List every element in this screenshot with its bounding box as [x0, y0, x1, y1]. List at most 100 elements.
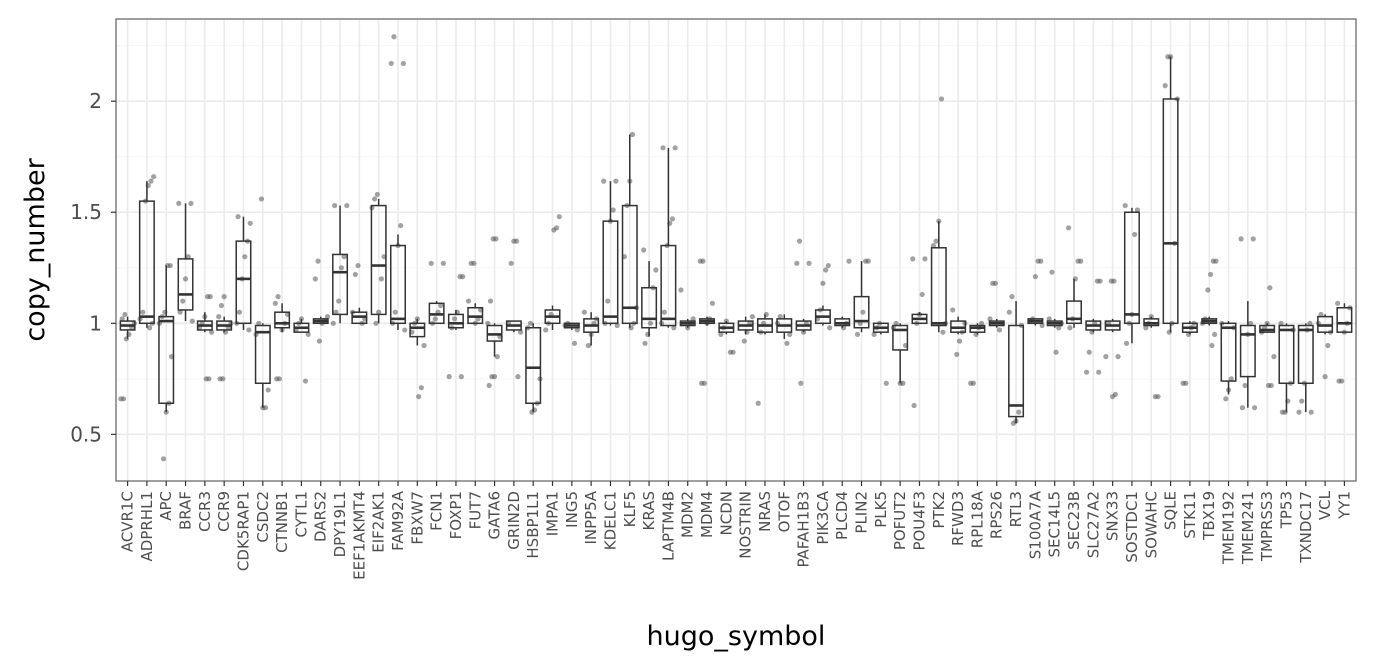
data-point: [1299, 398, 1305, 404]
x-tick-label: S100A7A: [1026, 490, 1044, 559]
data-point: [352, 271, 358, 278]
data-point: [460, 274, 466, 280]
data-point: [176, 200, 182, 206]
x-tick-label: RFWD3: [949, 491, 967, 546]
data-point: [316, 338, 322, 344]
box-fam92a: [390, 234, 406, 330]
data-point: [122, 311, 128, 318]
data-point: [911, 402, 917, 409]
x-tick-label: KRAS: [640, 491, 658, 530]
data-point: [182, 276, 189, 282]
box-body: [332, 253, 349, 316]
box-body: [1008, 324, 1025, 418]
box-sec23b: [1066, 278, 1082, 328]
data-point: [571, 340, 578, 346]
box-eif2ak1: [370, 198, 387, 324]
data-point: [701, 380, 707, 386]
box-body: [1066, 300, 1082, 325]
data-point: [242, 254, 248, 260]
x-tick-label: GRIN2D: [505, 491, 523, 550]
box-gata6: [486, 323, 503, 357]
box-ccr3: [196, 312, 213, 333]
data-point: [938, 96, 945, 102]
data-point: [1115, 354, 1121, 360]
box-body: [892, 324, 909, 351]
box-rpl18a: [969, 323, 986, 335]
data-point: [1239, 405, 1246, 411]
data-point: [440, 260, 446, 266]
data-point: [806, 260, 812, 266]
data-point: [338, 265, 345, 271]
data-point: [671, 325, 677, 331]
x-tick-label: SQLE: [1162, 491, 1180, 530]
data-point: [485, 320, 491, 326]
x-tick-label: MDM2: [679, 491, 697, 538]
box-txndc17: [1297, 323, 1314, 413]
data-point: [1325, 342, 1331, 349]
data-point: [1053, 349, 1059, 355]
box-body: [1278, 324, 1295, 385]
data-point: [605, 298, 611, 304]
data-point: [330, 320, 336, 326]
data-point: [398, 222, 404, 229]
x-tick-label: NRAS: [756, 491, 774, 532]
box-plcd4: [834, 316, 851, 328]
box-rps26: [988, 318, 1005, 328]
data-point: [543, 327, 549, 333]
x-tick-label: FAM92A: [389, 490, 407, 551]
box-kdelc1: [602, 181, 619, 326]
box-foxp1: [447, 309, 464, 330]
x-tick-label: FUT7: [466, 491, 484, 529]
data-point: [1207, 271, 1214, 278]
y-axis-title: copy_number: [20, 157, 51, 341]
box-impa1: [544, 305, 561, 330]
data-point: [140, 309, 146, 315]
data-point: [1006, 309, 1012, 315]
data-point: [491, 374, 498, 380]
data-point: [1247, 320, 1254, 326]
data-point: [930, 242, 936, 249]
box-pafah1b3: [795, 318, 812, 333]
box-sostdc1: [1123, 207, 1140, 344]
data-point: [262, 405, 269, 411]
data-point: [312, 276, 318, 282]
data-point: [119, 316, 125, 322]
box-body: [235, 240, 252, 325]
data-point: [784, 340, 790, 346]
x-tick-label: PLK5: [872, 491, 890, 528]
x-tick-label: RPS26: [988, 491, 1006, 539]
box-laptm4b: [660, 147, 677, 328]
data-point: [515, 374, 521, 380]
boxes: [119, 56, 1353, 424]
x-tick-label: KDELC1: [601, 491, 619, 550]
x-tick-label: POU4F3: [910, 491, 928, 551]
x-tick-label: FOXP1: [447, 491, 465, 539]
x-tick-label: FCN1: [428, 491, 446, 531]
x-tick-label: LAPTM4B: [659, 491, 677, 561]
data-point: [471, 260, 477, 266]
data-point: [207, 294, 213, 300]
box-rtl3: [1008, 301, 1025, 424]
box-dars2: [312, 316, 329, 325]
x-tick-label: SOSTDC1: [1123, 491, 1141, 563]
data-point: [865, 258, 871, 264]
box-ing5: [563, 322, 580, 330]
box-stk11: [1181, 321, 1198, 335]
x-tick-label: HSBP1L1: [524, 491, 542, 559]
data-point: [209, 329, 215, 335]
box-cytl1: [293, 318, 310, 333]
data-point: [333, 309, 339, 315]
box-ncdn: [718, 321, 735, 335]
x-tick-label: SNX33: [1104, 491, 1122, 541]
x-tick-label: CDK5RAP1: [234, 491, 252, 571]
box-body: [274, 311, 291, 329]
data-point: [1251, 405, 1258, 411]
data-point: [741, 338, 747, 344]
x-tick-label: SEC14L5: [1046, 491, 1064, 557]
data-point: [1339, 378, 1345, 384]
data-point: [265, 387, 271, 393]
data-point: [1112, 391, 1118, 397]
data-point: [601, 178, 607, 184]
data-point: [180, 298, 186, 304]
x-tick-label: APC: [157, 491, 175, 521]
